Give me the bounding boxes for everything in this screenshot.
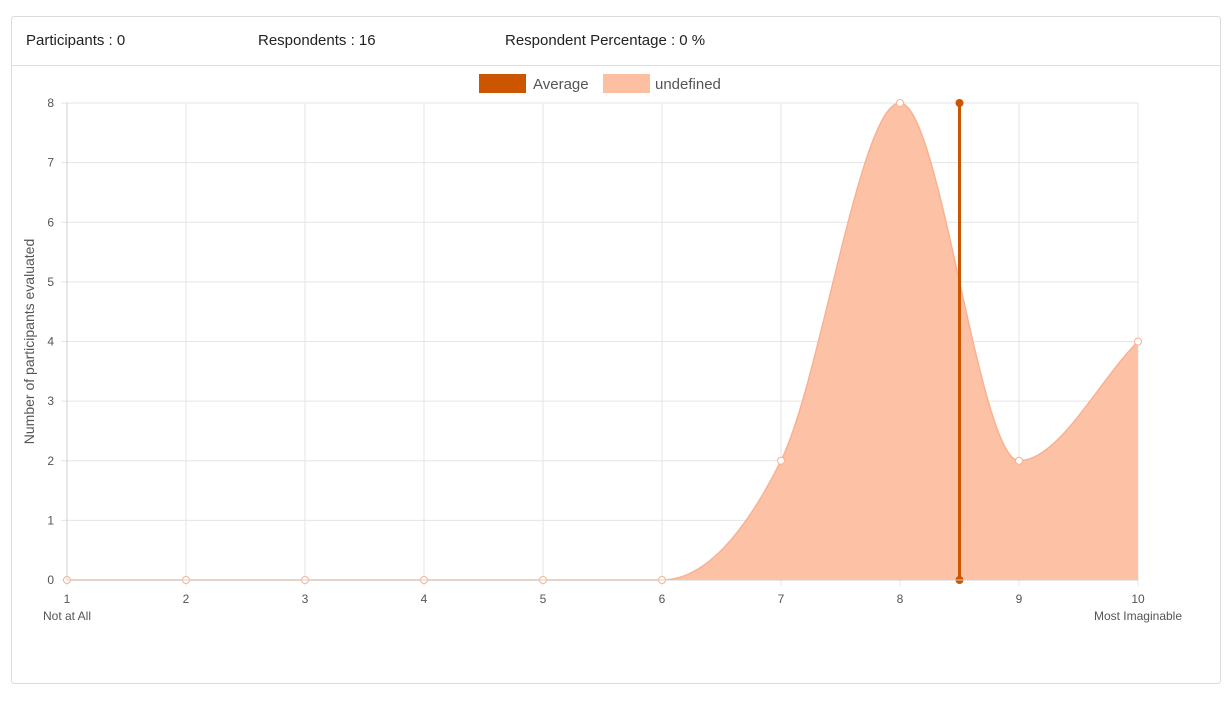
y-tick-label: 5	[47, 275, 54, 289]
stats-bar: Participants : 0 Respondents : 16 Respon…	[12, 17, 1220, 66]
x-tick-label: 8	[897, 592, 904, 606]
x-tick-label: 7	[778, 592, 785, 606]
average-point-top[interactable]	[955, 99, 964, 107]
y-tick-label: 7	[47, 156, 54, 170]
y-tick-label: 6	[47, 215, 54, 229]
data-point[interactable]	[896, 99, 904, 107]
legend-item[interactable]: undefined	[603, 74, 721, 93]
y-tick-label: 4	[47, 335, 54, 349]
y-tick-label: 8	[47, 96, 54, 110]
legend-label: Average	[533, 76, 589, 93]
x-tick-label: 4	[421, 592, 428, 606]
y-tick-label: 0	[47, 573, 54, 587]
data-point[interactable]	[1015, 456, 1023, 465]
x-tick-label: 9	[1016, 592, 1023, 606]
chart-container: 0 1 2 3 4 5 6 7 8 1 2 3 4 5 6 7 8 9 10 Not at All Most Imagi…	[21, 74, 1182, 623]
legend-item[interactable]: Average	[479, 74, 589, 93]
legend-swatch	[603, 74, 650, 93]
y-tick-label: 1	[47, 513, 54, 527]
respondent-percentage: Respondent Percentage : 0 %	[505, 32, 706, 49]
x-tick-label: 10	[1131, 592, 1145, 606]
y-tick-label: 3	[47, 394, 54, 408]
y-tick-label: 2	[47, 454, 54, 468]
participants-count: Participants : 0	[26, 32, 126, 49]
legend-swatch	[479, 74, 526, 93]
legend-label: undefined	[655, 76, 721, 93]
x-sub-label-first: Not at All	[43, 609, 91, 623]
distribution-area-fill	[67, 103, 1138, 580]
x-tick-label: 3	[302, 592, 309, 606]
x-tick-label: 5	[540, 592, 547, 606]
x-sub-label-last: Most Imaginable	[1094, 609, 1182, 623]
x-tick-label: 6	[659, 592, 666, 606]
x-tick-label: 1	[64, 592, 71, 606]
data-point[interactable]	[777, 456, 785, 465]
data-point[interactable]	[1134, 337, 1142, 346]
respondents-count: Respondents : 16	[258, 32, 376, 49]
y-axis-label: Number of participants evaluated	[21, 239, 37, 444]
x-tick-label: 2	[183, 592, 190, 606]
chart-legend[interactable]: Average undefined	[479, 74, 721, 93]
